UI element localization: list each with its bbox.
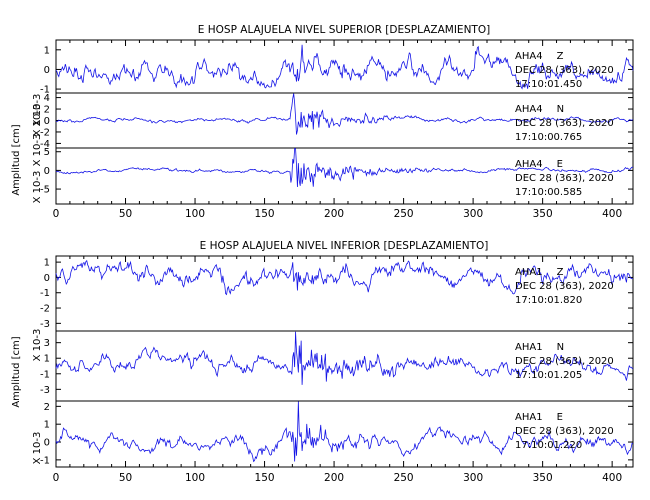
y-scale-label: X 10-3 (32, 432, 43, 465)
x-tick-label: 200 (324, 208, 344, 220)
y-tick-label: 5 (44, 147, 50, 158)
y-tick-label: -1 (40, 288, 50, 299)
y-tick-label: 0 (44, 116, 50, 127)
x-tick-label: 150 (255, 472, 275, 484)
y-scale-label: X 10-3 (32, 134, 43, 167)
x-tick-label: 50 (119, 208, 132, 220)
trace-channel-label: AHA1 Z (515, 267, 564, 278)
trace-date: DEC 28 (363), 2020 (515, 118, 614, 129)
y-tick-label: 1 (44, 258, 50, 269)
trace-date: DEC 28 (363), 2020 (515, 173, 614, 184)
panel-bottom-title: E HOSP ALAJUELA NIVEL INFERIOR [DESPLAZA… (200, 240, 489, 252)
trace-time: 17:10:01.205 (515, 370, 582, 381)
trace-date: DEC 28 (363), 2020 (515, 356, 614, 367)
x-tick-label: 300 (463, 208, 483, 220)
x-tick-label: 200 (324, 472, 344, 484)
y-tick-label: 0 (44, 166, 50, 177)
x-tick-label: 250 (394, 208, 414, 220)
trace-time: 17:10:01.820 (515, 295, 582, 306)
y-axis-label: Amplitud [cm] (11, 336, 22, 407)
trace-channel-label: AHA4 Z (515, 51, 564, 62)
y-scale-label: X 10-3 (32, 171, 43, 204)
trace-component: N (557, 342, 564, 353)
x-tick-label: 100 (185, 208, 205, 220)
trace-station: AHA1 (515, 412, 543, 423)
trace-component: E (557, 159, 563, 170)
y-tick-label: 3 (44, 338, 50, 349)
y-scale-label: X 10-3 (32, 94, 43, 127)
trace-time: 17:10:01.220 (515, 440, 582, 451)
y-scale-label: X 10-3 (32, 104, 43, 137)
y-tick-label: -1 (40, 369, 50, 380)
x-tick-label: 400 (602, 208, 622, 220)
waveform-trace (55, 148, 634, 188)
trace-date: DEC 28 (363), 2020 (515, 281, 614, 292)
x-tick-label: 150 (255, 208, 275, 220)
x-tick-label: 350 (533, 208, 553, 220)
y-tick-label: 2 (44, 402, 50, 413)
trace-date: DEC 28 (363), 2020 (515, 65, 614, 76)
y-tick-label: -3 (40, 385, 50, 396)
trace-component: Z (557, 267, 564, 278)
trace-channel-label: AHA1 E (515, 412, 563, 423)
waveform-trace (55, 401, 634, 463)
x-tick-label: 100 (185, 472, 205, 484)
trace-station: AHA1 (515, 267, 543, 278)
x-tick-label: 250 (394, 472, 414, 484)
trace-channel-label: AHA1 N (515, 342, 564, 353)
y-tick-label: -5 (40, 185, 50, 196)
x-tick-label: 300 (463, 472, 483, 484)
panel-top: -1 0 1 AHA4 Z DEC 28 (363), 2020 17:10:01.450 -… (11, 39, 634, 220)
trace-time: 17:10:00.585 (515, 187, 582, 198)
trace-component: N (557, 104, 564, 115)
x-tick-label: 400 (602, 472, 622, 484)
plot-frame (55, 255, 634, 468)
trace-station: AHA4 (515, 159, 543, 170)
waveform-trace (55, 259, 634, 296)
y-scale-label: X 10-3 (32, 329, 43, 362)
y-tick-label: 1 (44, 354, 50, 365)
y-tick-label: 0 (44, 65, 50, 76)
trace-station: AHA1 (515, 342, 543, 353)
trace-date: DEC 28 (363), 2020 (515, 426, 614, 437)
trace-station: AHA4 (515, 51, 543, 62)
y-axis-label: Amplitud [cm] (11, 124, 22, 195)
trace-component: Z (557, 51, 564, 62)
trace-channel-label: AHA4 N (515, 104, 564, 115)
y-tick-label: -3 (40, 319, 50, 330)
x-tick-label: 350 (533, 472, 553, 484)
y-tick-label: 0 (44, 438, 50, 449)
x-tick-label: 50 (119, 472, 132, 484)
y-tick-label: -1 (40, 85, 50, 96)
y-tick-label: 4 (44, 93, 50, 104)
trace-time: 17:10:01.450 (515, 79, 582, 90)
x-tick-label: 0 (53, 472, 60, 484)
panel-top-title: E HOSP ALAJUELA NIVEL SUPERIOR [DESPLAZA… (198, 24, 490, 36)
waveform-trace (55, 93, 634, 135)
plot-frame (55, 39, 634, 205)
trace-channel-label: AHA4 E (515, 159, 563, 170)
trace-time: 17:10:00.765 (515, 132, 582, 143)
trace-station: AHA4 (515, 104, 543, 115)
y-tick-label: 0 (44, 273, 50, 284)
y-tick-label: -2 (40, 304, 50, 315)
x-tick-label: 0 (53, 208, 60, 220)
y-tick-label: 1 (44, 45, 50, 56)
y-tick-label: -4 (40, 139, 50, 150)
y-tick-label: 2 (44, 105, 50, 116)
waveform-trace (55, 44, 634, 90)
y-tick-label: -2 (40, 127, 50, 138)
y-tick-label: 1 (44, 420, 50, 431)
waveform-trace (55, 331, 634, 385)
trace-component: E (557, 412, 563, 423)
y-tick-label: -1 (40, 455, 50, 466)
